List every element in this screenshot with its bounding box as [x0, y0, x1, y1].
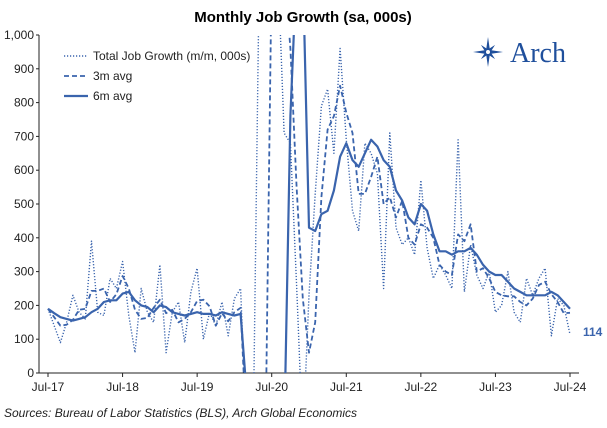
y-tick-label: 900 [14, 62, 34, 76]
end-value-label: 114 [583, 325, 603, 339]
y-tick-label: 800 [14, 96, 34, 110]
y-tick-label: 400 [14, 231, 34, 245]
y-tick-label: 600 [14, 163, 34, 177]
y-tick-label: 200 [14, 298, 34, 312]
y-tick-label: 500 [14, 197, 34, 211]
y-tick-label: 300 [14, 265, 34, 279]
y-tick-label: 1,000 [4, 28, 34, 42]
x-tick-label: Jul-22 [405, 380, 438, 394]
series-line-dotted [47, 35, 571, 373]
x-tick-label: Jul-21 [330, 380, 363, 394]
y-tick-label: 700 [14, 129, 34, 143]
compass-star-icon [473, 37, 503, 67]
x-tick-label: Jul-18 [106, 380, 139, 394]
logo-text: Arch [510, 38, 566, 69]
series-line-dashed [47, 35, 571, 373]
legend-label: 6m avg [93, 89, 132, 103]
x-tick-label: Jul-19 [181, 380, 214, 394]
series-line-solid [47, 35, 571, 373]
legend: Total Job Growth (m/m, 000s) 3m avg 6m avg [64, 49, 250, 103]
arch-logo: Arch [473, 37, 566, 69]
x-tick-label: Jul-23 [479, 380, 512, 394]
x-axis: Jul-17 Jul-18 Jul-19 Jul-20 Jul-21 Jul-22 Jul-… [32, 373, 587, 394]
x-tick-label: Jul-17 [32, 380, 65, 394]
legend-label: Total Job Growth (m/m, 000s) [93, 49, 250, 63]
y-tick-label: 100 [14, 332, 34, 346]
series-lines [47, 35, 571, 373]
x-tick-label: Jul-24 [554, 380, 587, 394]
legend-label: 3m avg [93, 69, 132, 83]
chart-title: Monthly Job Growth (sa, 000s) [194, 9, 412, 26]
source-note: Sources: Bureau of Labor Statistics (BLS… [4, 406, 357, 420]
y-axis: 0 100 200 300 400 500 600 700 800 900 1,000 [4, 28, 39, 380]
x-tick-label: Jul-20 [255, 380, 288, 394]
y-tick-label: 0 [27, 366, 34, 380]
